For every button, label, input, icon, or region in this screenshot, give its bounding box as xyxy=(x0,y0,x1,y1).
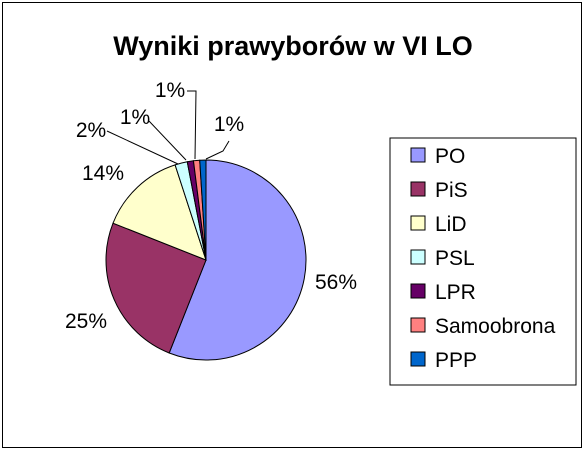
legend-swatch-lpr xyxy=(410,283,426,299)
pie-slices xyxy=(105,159,307,361)
legend-swatch-samoobrona xyxy=(410,317,426,333)
data-label-samoobrona: 1% xyxy=(155,79,185,102)
legend-label-pis: PiS xyxy=(435,179,468,202)
data-label-ppp: 1% xyxy=(214,113,244,136)
data-label-lpr: 1% xyxy=(120,106,150,129)
legend: PO PiS LiD PSL LPR Samoobrona PPP xyxy=(389,137,577,386)
pie-slice-po xyxy=(168,159,307,361)
data-label-psl: 2% xyxy=(76,119,106,142)
chart-frame: Wyniki prawyborów w VI LO 56% 25% 14% 2% 1% 1… xyxy=(2,2,582,448)
chart-title: Wyniki prawyborów w VI LO xyxy=(113,31,473,61)
leader-lines xyxy=(106,90,230,165)
legend-swatch-lid xyxy=(410,215,426,231)
data-label-pis: 25% xyxy=(65,310,107,333)
legend-label-ppp: PPP xyxy=(435,349,477,372)
legend-swatch-pis xyxy=(410,181,426,197)
leader-line-samoobrona xyxy=(187,90,197,160)
legend-label-lpr: LPR xyxy=(435,281,476,304)
leader-line-ppp xyxy=(205,140,230,160)
legend-label-psl: PSL xyxy=(435,247,475,270)
leader-line-lpr xyxy=(148,120,187,161)
legend-swatch-ppp xyxy=(410,351,426,367)
legend-label-samoobrona: Samoobrona xyxy=(435,315,556,338)
legend-label-po: PO xyxy=(435,145,465,168)
pie-slice-ppp xyxy=(199,159,207,261)
legend-label-lid: LiD xyxy=(435,213,467,236)
pie-chart: Wyniki prawyborów w VI LO 56%25%14%2%1%1… xyxy=(65,31,577,386)
pie-slice-pis xyxy=(105,222,207,354)
data-label-po: 56% xyxy=(315,271,357,294)
legend-swatch-psl xyxy=(410,249,426,265)
leader-line-psl xyxy=(106,130,179,165)
data-label-lid: 14% xyxy=(82,162,124,185)
legend-swatch-po xyxy=(410,147,426,163)
data-labels: 56%25%14%2%1%1%1% xyxy=(65,79,357,333)
